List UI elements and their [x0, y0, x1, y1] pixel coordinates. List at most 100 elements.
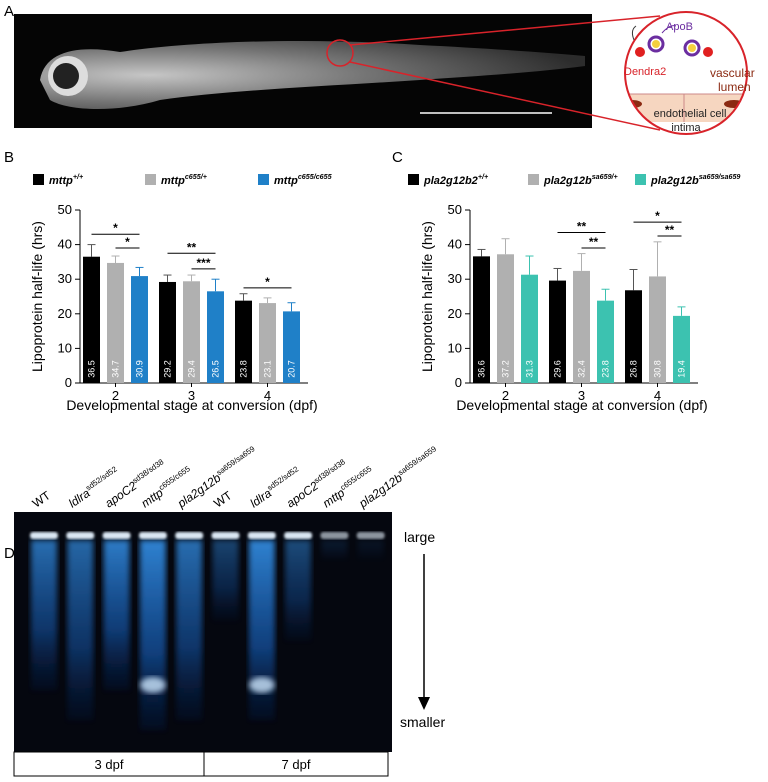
gel-well-band [356, 532, 385, 539]
bar [521, 274, 538, 383]
bar [597, 300, 614, 383]
zoom-line [349, 61, 661, 131]
value-label: 30.9 [135, 360, 145, 378]
name: mttp [161, 175, 185, 187]
superscript: sa659/sa659 [215, 444, 257, 477]
x-tick-label: 4 [264, 388, 271, 403]
zoom-line [349, 15, 661, 46]
bar [83, 256, 100, 383]
gel-smear [31, 540, 57, 690]
gel-smear [176, 540, 203, 720]
y-tick-label: 40 [448, 237, 462, 252]
value-label: 30.8 [653, 360, 663, 378]
x-tick-label: 2 [502, 388, 509, 403]
superscript: sa659/+ [592, 173, 619, 181]
dendra-marker [703, 47, 713, 57]
legend-label: mttpc655/c655 [274, 173, 333, 187]
superscript: c655/c655 [298, 173, 333, 181]
y-tick-label: 10 [58, 340, 72, 355]
legend-label: mttp+/+ [49, 173, 84, 187]
size-label: smaller [400, 714, 445, 730]
fish [40, 40, 585, 110]
y-tick-label: 30 [58, 271, 72, 286]
bar [207, 291, 224, 383]
x-tick-label: 4 [654, 388, 661, 403]
value-label: 23.1 [263, 360, 273, 378]
value-label: 34.7 [111, 360, 121, 378]
significance-label: * [655, 209, 660, 223]
gel-smear [67, 540, 94, 720]
y-tick-label: 20 [448, 306, 462, 321]
bar [283, 311, 300, 383]
superscript: +/+ [478, 173, 489, 181]
bar [473, 256, 490, 383]
value-label: 29.2 [163, 360, 173, 378]
y-axis-label: Lipoprotein half-life (hrs) [419, 221, 435, 372]
bar [549, 280, 566, 383]
gel-smear [357, 540, 384, 560]
bar [183, 281, 200, 383]
panel-label: D [4, 545, 15, 562]
y-tick-label: 0 [455, 375, 462, 390]
superscript: sa659/sa659 [396, 444, 438, 477]
panel-label: B [4, 149, 14, 166]
value-label: 37.2 [501, 360, 511, 378]
schematic-label: ApoB [666, 21, 693, 33]
value-label: 29.4 [187, 360, 197, 378]
y-tick-label: 10 [448, 340, 462, 355]
legend-swatch [635, 174, 646, 185]
y-tick-label: 40 [58, 237, 72, 252]
bar [625, 290, 642, 383]
legend-label: WT [30, 488, 54, 511]
x-axis-label: Developmental stage at conversion (dpf) [66, 397, 317, 413]
bar [673, 315, 690, 383]
legend-label: pla2g12bsa659/+ [543, 173, 619, 187]
legend-swatch [528, 174, 539, 185]
stage-box [203, 751, 389, 777]
gel-well-band [175, 532, 204, 539]
significance-label: * [113, 221, 118, 235]
gel-band [248, 677, 275, 693]
panel-label: A [4, 3, 14, 20]
stage-label: 7 dpf [282, 757, 311, 772]
fish-pupil [53, 63, 79, 89]
stage-label: 3 dpf [95, 757, 124, 772]
superscript: sd38/sd38 [312, 457, 347, 485]
schematic-label: endothelial cell [654, 108, 727, 120]
significance-label: * [125, 235, 130, 249]
superscript: c655/c655 [339, 464, 374, 492]
lipoprotein [647, 35, 665, 53]
value-label: 32.4 [577, 360, 587, 378]
superscript: +/+ [73, 173, 84, 181]
dendra-marker [635, 47, 645, 57]
significance-label: ** [589, 235, 599, 249]
apob-pointer [661, 25, 677, 34]
lipoprotein [683, 39, 701, 57]
superscript: c655/c655 [157, 464, 192, 492]
gel-well-band [30, 532, 58, 539]
value-label: 26.8 [629, 360, 639, 378]
gel-smear [212, 540, 239, 620]
name: pla2g12b [543, 175, 592, 187]
value-label: 19.4 [677, 360, 687, 378]
legend-swatch [258, 174, 269, 185]
zoom-circle [624, 11, 748, 135]
gel-well-band [66, 532, 95, 539]
significance-label: ** [577, 219, 587, 233]
legend-swatch [33, 174, 44, 185]
legend-label: pla2g12b2+/+ [423, 173, 489, 187]
bar [131, 276, 148, 383]
value-label: 36.6 [477, 360, 487, 378]
gel-smear [321, 540, 348, 560]
y-tick-label: 20 [58, 306, 72, 321]
value-label: 23.8 [239, 360, 249, 378]
gel-smear [285, 540, 312, 640]
value-label: 31.3 [525, 360, 535, 378]
significance-label: * [265, 275, 270, 289]
legend-label: WT [211, 488, 235, 511]
value-label: 23.8 [601, 360, 611, 378]
x-tick-label: 3 [188, 388, 195, 403]
gel-smear [103, 540, 130, 690]
lipoprotein-core [688, 44, 696, 52]
